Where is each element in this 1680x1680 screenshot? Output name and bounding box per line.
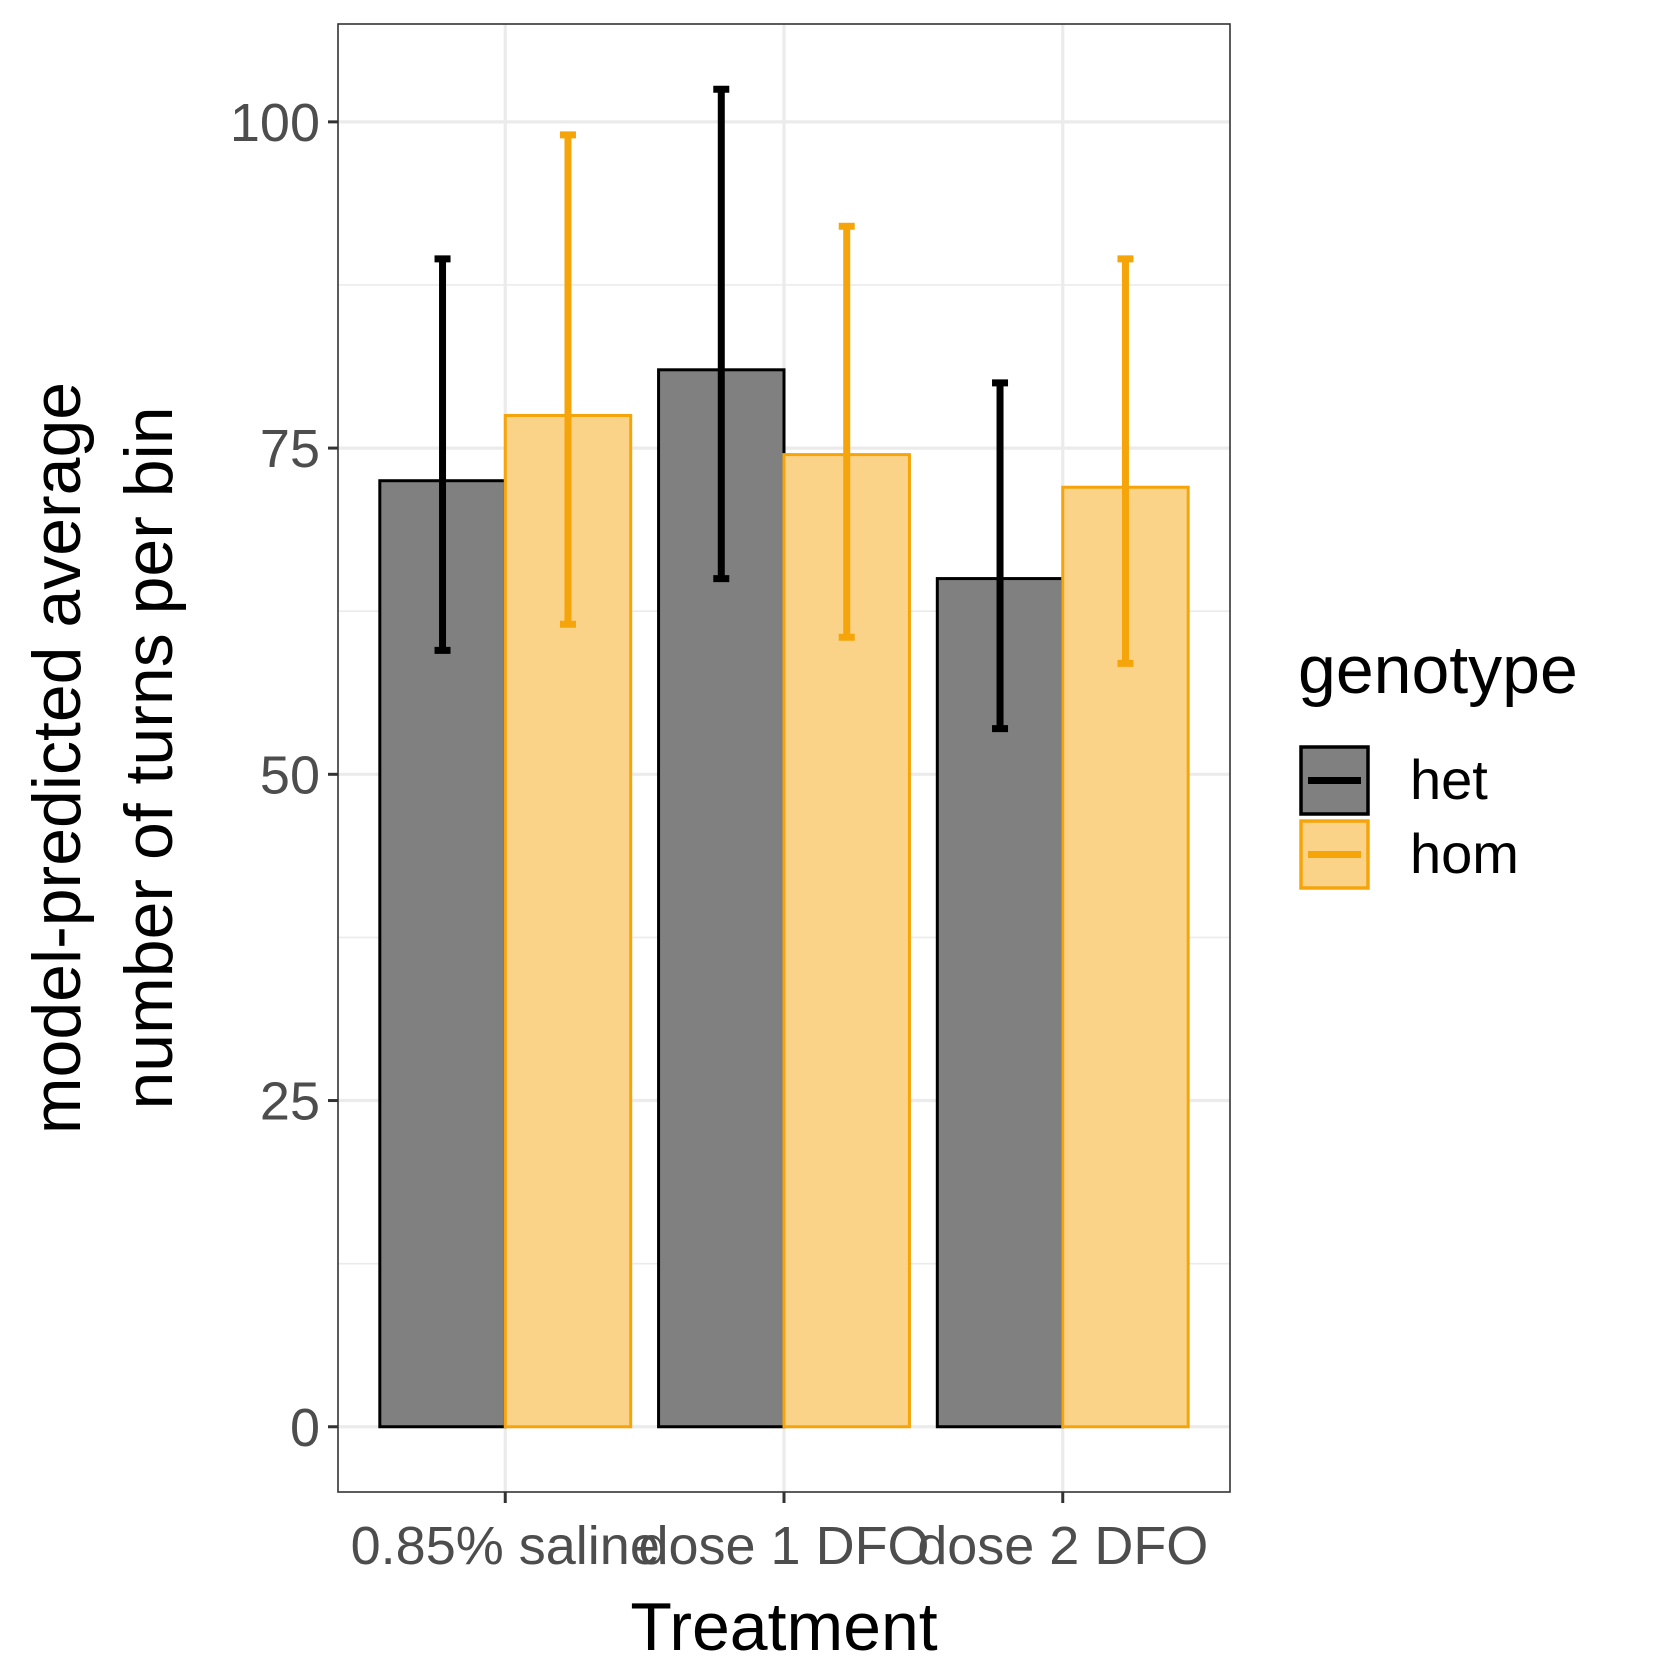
y-tick-label: 25 xyxy=(260,1072,320,1132)
x-tick-label: 0.85% saline xyxy=(351,1516,660,1576)
y-tick-label: 0 xyxy=(290,1398,320,1458)
error-bars xyxy=(434,85,1134,733)
y-axis: 0 25 50 75 100 xyxy=(230,93,338,1458)
legend-items: het hom xyxy=(1299,745,1519,890)
legend-title: genotype xyxy=(1298,632,1578,708)
x-tick-label: dose 2 DFO xyxy=(917,1516,1208,1576)
legend: genotype het hom xyxy=(1298,632,1578,890)
y-tick-label: 100 xyxy=(230,93,320,153)
y-tick-label: 50 xyxy=(260,745,320,805)
legend-label-het: het xyxy=(1410,748,1488,811)
legend-item-hom: hom xyxy=(1299,819,1519,890)
y-axis-title: model-predicted average number of turns … xyxy=(19,382,187,1134)
y-axis-title-line-1: model-predicted average xyxy=(19,382,95,1134)
y-axis-title-line-2: number of turns per bin xyxy=(111,406,187,1109)
bars xyxy=(378,368,1190,1429)
legend-item-het: het xyxy=(1299,745,1488,816)
x-tick-label: dose 1 DFO xyxy=(638,1516,929,1576)
legend-label-hom: hom xyxy=(1410,822,1519,885)
x-axis-title: Treatment xyxy=(630,1589,937,1665)
y-tick-label: 75 xyxy=(260,419,320,479)
